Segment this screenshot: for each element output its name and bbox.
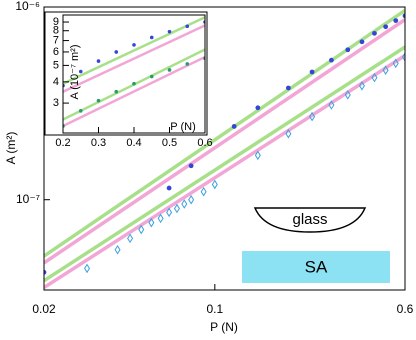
data-point	[167, 68, 172, 72]
data-point	[200, 186, 207, 197]
data-point	[372, 30, 377, 36]
y-tick-label: 6	[53, 46, 59, 58]
fit-line	[44, 45, 405, 283]
x-tick-label: 0.2	[55, 137, 70, 149]
y-tick-label: 8	[53, 25, 59, 37]
y-tick-label: 10⁻⁶	[15, 0, 40, 13]
data-point	[185, 24, 190, 29]
x-tick-label: 0.3	[91, 137, 106, 149]
data-point	[328, 100, 335, 110]
y-axis-label: A (10⁻⁷ m²)	[69, 44, 81, 99]
data-point	[285, 128, 292, 139]
sa-label: SA	[305, 257, 328, 276]
data-point	[96, 59, 101, 63]
data-layer	[63, 16, 205, 128]
data-point	[382, 65, 389, 75]
glass-label: glass	[292, 211, 327, 228]
data-point	[255, 105, 261, 111]
data-point	[114, 50, 119, 54]
data-point	[132, 43, 136, 47]
data-point	[393, 18, 399, 24]
data-point	[166, 207, 173, 218]
fit-line	[63, 16, 205, 85]
data-point	[44, 269, 47, 275]
data-point	[149, 35, 154, 40]
plot-frame	[43, 6, 406, 291]
y-tick-label: 10⁻⁷	[16, 192, 40, 206]
fit-line	[44, 18, 405, 265]
x-tick-label: 0.1	[206, 302, 223, 316]
main-plot: 0.02 0.1 0.6 10⁻⁷ 10⁻⁶ P (N) A (m²)	[4, 0, 413, 334]
x-tick-label: 0.6	[197, 137, 212, 149]
x-tick-label: 0.4	[126, 137, 141, 149]
data-point	[392, 58, 399, 69]
data-point	[167, 29, 172, 34]
sa-substrate	[242, 251, 390, 283]
data-point	[132, 81, 136, 86]
inset-frame	[44, 11, 208, 136]
x-axis-label: P (N)	[170, 121, 195, 133]
y-tick-label: 4	[53, 76, 59, 88]
x-tick-label: 0.6	[397, 302, 414, 316]
data-point	[285, 85, 291, 91]
data-point	[114, 244, 121, 255]
y-tick-label: 3	[53, 97, 59, 109]
data-point	[309, 111, 316, 122]
data-layer	[44, 8, 405, 290]
data-point	[114, 89, 119, 94]
data-point	[358, 81, 365, 91]
fit-line	[63, 24, 205, 93]
data-point	[211, 179, 218, 190]
fit-line	[63, 55, 205, 128]
data-point	[254, 150, 261, 161]
data-point	[231, 124, 237, 129]
data-point	[345, 47, 351, 53]
data-point	[78, 69, 83, 74]
data-point	[127, 233, 134, 244]
data-point	[181, 199, 188, 209]
data-point	[157, 213, 164, 224]
x-tick-label: 0.5	[162, 137, 177, 149]
data-point	[148, 217, 155, 228]
data-point	[166, 185, 172, 191]
x-axis-label: P (N)	[210, 320, 238, 334]
y-tick-label: 9	[53, 16, 59, 28]
data-point	[96, 98, 101, 103]
fit-line	[44, 54, 405, 290]
x-tick-label: 0.02	[32, 302, 56, 316]
y-tick-label: 5	[53, 59, 59, 71]
data-point	[402, 52, 405, 62]
data-point	[309, 69, 315, 75]
data-point	[188, 194, 195, 205]
data-point	[371, 72, 378, 83]
data-point	[383, 24, 389, 30]
y-tick-label: 7	[53, 34, 59, 46]
fit-line	[44, 8, 405, 258]
data-point	[84, 263, 91, 274]
data-point	[329, 57, 334, 63]
data-point	[173, 203, 180, 214]
data-point	[344, 90, 351, 100]
y-axis-label: A (m²)	[4, 132, 18, 165]
data-point	[185, 62, 190, 66]
data-point	[402, 13, 405, 19]
glass-lens	[253, 207, 367, 233]
data-point	[188, 163, 194, 169]
data-point	[359, 39, 365, 45]
data-point	[149, 74, 154, 79]
data-point	[78, 109, 83, 113]
data-point	[138, 224, 145, 235]
